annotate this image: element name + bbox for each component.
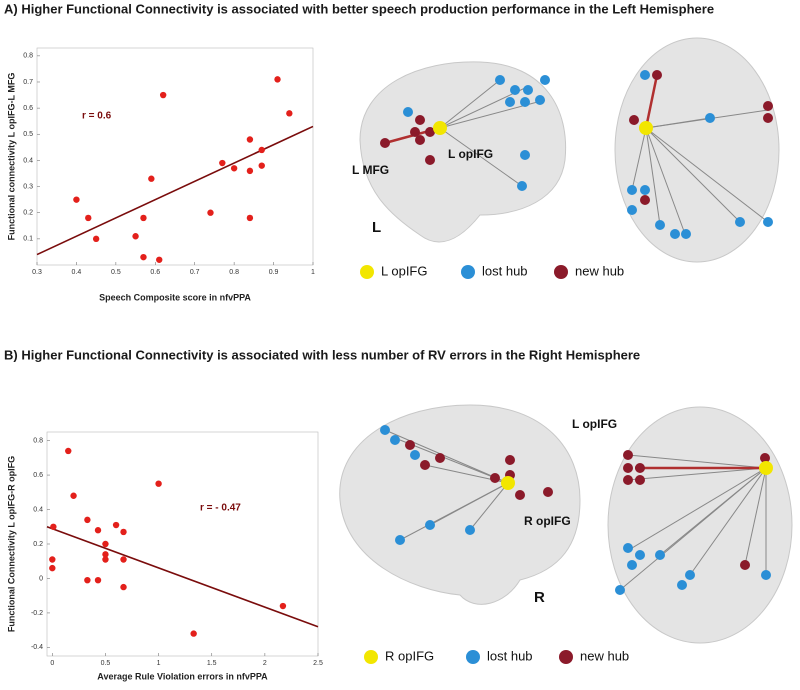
y-axis-label: Functional connectivity L opIFG-L MFG	[6, 73, 16, 241]
x-tick-label: 0.4	[72, 269, 82, 276]
y-tick-label: 0.2	[33, 541, 43, 548]
legend: L opIFG lost hub new hub	[360, 263, 624, 279]
data-point	[286, 110, 293, 117]
x-tick-label: 0.5	[101, 660, 111, 667]
plot-area	[36, 47, 314, 266]
data-point	[49, 556, 56, 563]
region-label: L MFG	[352, 163, 389, 177]
legend-label: L opIFG	[381, 263, 427, 278]
data-point	[49, 564, 56, 572]
data-point	[148, 175, 155, 182]
data-point	[246, 136, 254, 143]
data-point	[102, 540, 109, 548]
correlation-label: r = 0.6	[82, 111, 112, 122]
data-point	[102, 556, 109, 563]
region-label: L opIFG	[572, 417, 617, 431]
correlation-label: r = - 0.47	[200, 503, 241, 514]
data-point	[84, 516, 91, 524]
x-axis-label: Speech Composite score in nfvPPA	[99, 292, 251, 302]
legend-label: R opIFG	[385, 648, 434, 663]
data-point	[274, 76, 281, 83]
data-point	[92, 235, 100, 243]
data-point	[155, 480, 162, 487]
data-point	[102, 551, 109, 558]
y-tick-label: -0.4	[31, 644, 43, 651]
y-tick-label: 0.4	[33, 506, 43, 513]
panel-title: B) Higher Functional Connectivity is ass…	[4, 347, 640, 362]
legend-label: new hub	[580, 648, 629, 663]
y-tick-label: 0.4	[23, 157, 33, 164]
trend-line	[36, 125, 314, 256]
x-tick-label: 1.5	[207, 660, 217, 667]
brain-top-right	[607, 406, 793, 644]
y-tick-label: 0.2	[23, 210, 33, 217]
data-point	[94, 527, 102, 534]
hemisphere-label: R	[534, 589, 545, 606]
data-point	[279, 602, 287, 610]
brain-side-right	[339, 404, 581, 605]
y-tick-label: 0.1	[23, 236, 33, 243]
x-tick-label: 0.5	[111, 269, 121, 276]
data-point	[246, 214, 254, 222]
data-point	[258, 146, 265, 154]
plot-area	[46, 431, 319, 657]
data-point	[190, 630, 197, 637]
y-tick-label: 0.6	[23, 105, 33, 112]
data-point	[94, 576, 102, 584]
x-tick-label: 0.8	[229, 269, 239, 276]
data-point	[140, 214, 147, 222]
legend-label: new hub	[575, 263, 624, 278]
x-tick-label: 0.3	[32, 269, 42, 276]
data-point	[120, 528, 127, 536]
region-label: L opIFG	[448, 147, 493, 161]
data-point	[50, 523, 57, 530]
data-point	[258, 162, 265, 169]
brain-side-left	[359, 61, 567, 243]
data-point	[65, 447, 72, 455]
data-point	[73, 196, 80, 203]
legend-label: lost hub	[482, 263, 528, 278]
x-tick-label: 2.5	[313, 660, 323, 667]
x-tick-label: 0.9	[269, 269, 279, 276]
y-tick-label: 0.6	[33, 472, 43, 479]
x-tick-label: 2	[263, 660, 267, 667]
data-point	[230, 165, 238, 172]
y-tick-label: 0.8	[23, 53, 33, 60]
brain-top-left	[614, 37, 780, 263]
y-tick-label: 0.3	[23, 183, 33, 190]
legend: R opIFG lost hub new hub	[364, 648, 629, 664]
y-tick-label: -0.2	[31, 610, 43, 617]
x-tick-label: 0.7	[190, 269, 200, 276]
x-tick-label: 0	[50, 660, 54, 667]
data-point	[132, 233, 139, 240]
region-label: R opIFG	[524, 514, 571, 528]
panel-title: A) Higher Functional Connectivity is ass…	[4, 1, 714, 16]
data-point	[207, 209, 214, 216]
data-point	[70, 492, 77, 499]
x-tick-label: 1	[311, 269, 315, 276]
data-point	[156, 256, 163, 263]
data-point	[159, 91, 167, 99]
data-point	[246, 167, 254, 175]
y-tick-label: 0	[39, 575, 43, 582]
y-tick-label: 0.7	[23, 79, 33, 86]
x-axis-label: Average Rule Violation errors in nfvPPA	[97, 671, 268, 681]
data-point	[120, 583, 127, 591]
trend-line	[46, 526, 319, 628]
data-point	[85, 214, 92, 222]
x-tick-label: 0.6	[150, 269, 160, 276]
data-point	[112, 521, 120, 529]
hemisphere-label: L	[372, 219, 381, 236]
data-point	[219, 159, 226, 167]
legend-label: lost hub	[487, 648, 533, 663]
x-tick-label: 1	[157, 660, 161, 667]
y-tick-label: 0.5	[23, 131, 33, 138]
data-point	[120, 556, 127, 563]
data-point	[84, 576, 91, 584]
y-axis-label: Functional Connectivity L opIFG-R opIFG	[6, 456, 16, 632]
y-tick-label: 0.8	[33, 437, 43, 444]
data-point	[140, 253, 147, 261]
